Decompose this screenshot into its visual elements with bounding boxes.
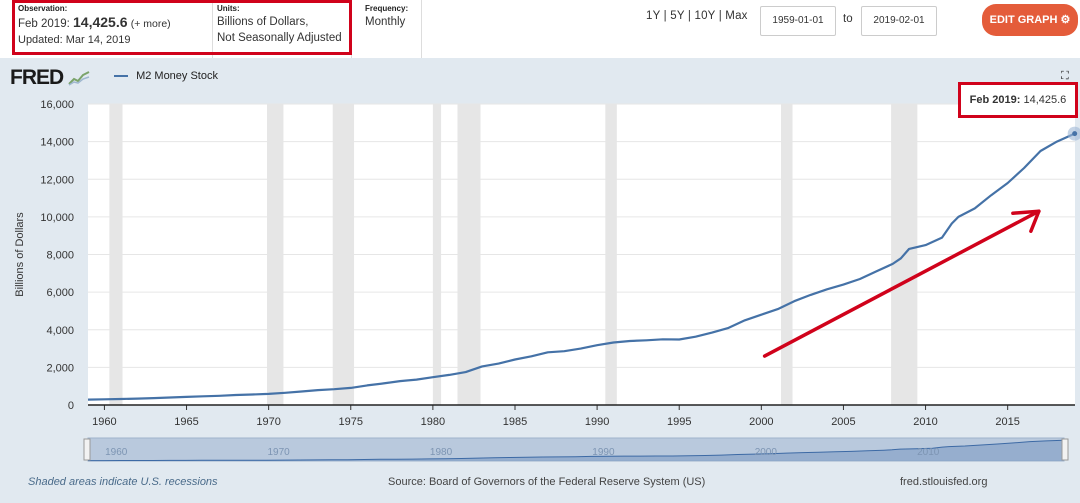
x-tick-label: 1975 <box>339 416 363 428</box>
y-tick-label: 10,000 <box>40 212 74 224</box>
units-panel[interactable]: Units: Billions of Dollars, Not Seasonal… <box>211 0 352 58</box>
units-label: Units: <box>217 4 240 13</box>
edit-graph-button[interactable]: EDIT GRAPH ⚙ <box>982 4 1078 36</box>
fred-logo-graph-icon <box>68 71 90 87</box>
start-date-input[interactable]: 1959-01-01 <box>760 6 836 36</box>
y-tick-label: 14,000 <box>40 137 74 149</box>
y-tick-label: 6,000 <box>46 287 74 299</box>
y-tick-label: 16,000 <box>40 99 74 111</box>
frequency-panel[interactable]: Frequency: Monthly <box>359 0 422 58</box>
observation-period: Feb 2019: <box>18 18 70 30</box>
x-tick-label: 2010 <box>913 416 937 428</box>
navigator-tick-label: 2000 <box>755 447 778 458</box>
last-point-marker <box>1072 131 1078 137</box>
observation-value-line: Feb 2019: 14,425.6 (+ more) <box>18 14 171 33</box>
x-tick-label: 2015 <box>995 416 1019 428</box>
units-line2: Not Seasonally Adjusted <box>217 32 342 44</box>
navigator-left-handle <box>83 438 91 461</box>
observation-label: Observation: <box>18 4 68 13</box>
observation-updated: Updated: Mar 14, 2019 <box>18 34 131 46</box>
source-note: Source: Board of Governors of the Federa… <box>388 476 706 488</box>
data-tooltip: Feb 2019: 14,425.6 <box>958 82 1078 118</box>
chart-legend[interactable]: M2 Money Stock <box>114 70 218 82</box>
annotation-arrow-shaft <box>762 209 1041 358</box>
series-line-m2-money-stock <box>87 132 1076 401</box>
units-line1: Billions of Dollars, <box>217 16 309 28</box>
navigator-tick-label: 1970 <box>268 447 291 458</box>
y-tick-label: 4,000 <box>46 325 74 337</box>
observation-panel[interactable]: Observation: Feb 2019: 14,425.6 (+ more)… <box>12 0 213 58</box>
x-tick-label: 1990 <box>585 416 609 428</box>
y-tick-label: 12,000 <box>40 174 74 186</box>
site-link[interactable]: fred.stlouisfed.org <box>900 476 988 488</box>
y-tick-label: 2,000 <box>46 362 74 374</box>
x-tick-label: 1980 <box>421 416 445 428</box>
observation-units-highlight-box <box>12 0 352 55</box>
x-tick-label: 2005 <box>831 416 855 428</box>
annotation-arrow-head <box>1011 209 1041 233</box>
x-tick-label: 1970 <box>256 416 280 428</box>
date-to-label: to <box>843 13 853 25</box>
frequency-value: Monthly <box>365 16 406 28</box>
navigator-right-handle <box>1061 438 1069 461</box>
x-tick-label: 1995 <box>667 416 691 428</box>
navigator-series-line <box>88 439 1064 462</box>
observation-value: 14,425.6 <box>73 14 128 30</box>
fred-logo[interactable]: FRED <box>10 66 90 90</box>
date-range-links[interactable]: 1Y | 5Y | 10Y | Max <box>646 10 748 22</box>
y-axis-label: Billions of Dollars <box>14 212 26 297</box>
navigator-tick-label: 2010 <box>917 447 940 458</box>
fred-logo-text: FRED <box>10 66 64 89</box>
legend-swatch <box>114 75 128 78</box>
y-tick-label: 8,000 <box>46 250 74 262</box>
recession-note: Shaded areas indicate U.S. recessions <box>28 476 218 488</box>
end-date-input[interactable]: 2019-02-01 <box>861 6 937 36</box>
fullscreen-icon[interactable]: ⛶ <box>1061 70 1069 82</box>
frequency-label: Frequency: <box>365 4 409 13</box>
x-tick-label: 1960 <box>92 416 116 428</box>
tooltip-value: 14,425.6 <box>1023 94 1067 106</box>
navigator-tick-label: 1980 <box>430 447 453 458</box>
top-bar: Observation: Feb 2019: 14,425.6 (+ more)… <box>0 0 1080 58</box>
x-tick-label: 1985 <box>503 416 527 428</box>
x-tick-label: 1965 <box>174 416 198 428</box>
tooltip-period: Feb 2019: <box>969 94 1021 106</box>
navigator-tick-label: 1990 <box>592 447 615 458</box>
x-tick-label: 2000 <box>749 416 773 428</box>
navigator-series-area <box>88 440 1064 461</box>
y-tick-label: 0 <box>68 400 74 412</box>
observation-more-link[interactable]: (+ more) <box>130 18 171 30</box>
navigator-tick-label: 1960 <box>105 447 128 458</box>
legend-series-name: M2 Money Stock <box>136 70 218 82</box>
